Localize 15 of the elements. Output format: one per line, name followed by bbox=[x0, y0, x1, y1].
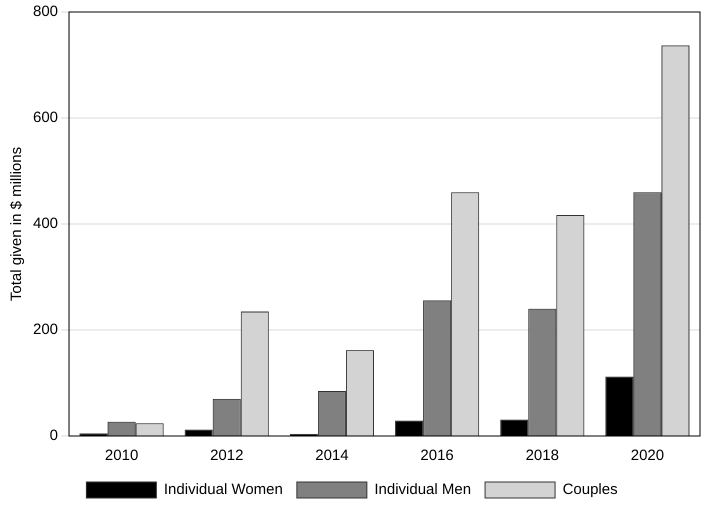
y-tick-label: 200 bbox=[32, 321, 58, 338]
y-tick-label: 600 bbox=[32, 109, 58, 126]
x-tick-label: 2020 bbox=[630, 447, 664, 464]
legend-label: Individual Men bbox=[374, 481, 472, 498]
y-tick-label: 800 bbox=[32, 3, 58, 20]
y-tick-label: 400 bbox=[32, 215, 58, 232]
x-tick-label: 2010 bbox=[104, 447, 138, 464]
x-tick-label: 2012 bbox=[210, 447, 244, 464]
x-tick-label: 2016 bbox=[420, 447, 454, 464]
x-tick-label: 2018 bbox=[526, 447, 559, 464]
legend-label: Individual Women bbox=[164, 481, 283, 498]
y-axis-title: Total given in $ millions bbox=[8, 146, 26, 302]
x-tick-label: 2014 bbox=[315, 447, 349, 464]
legend-label: Couples bbox=[562, 481, 618, 498]
y-tick-label: 0 bbox=[50, 427, 58, 444]
